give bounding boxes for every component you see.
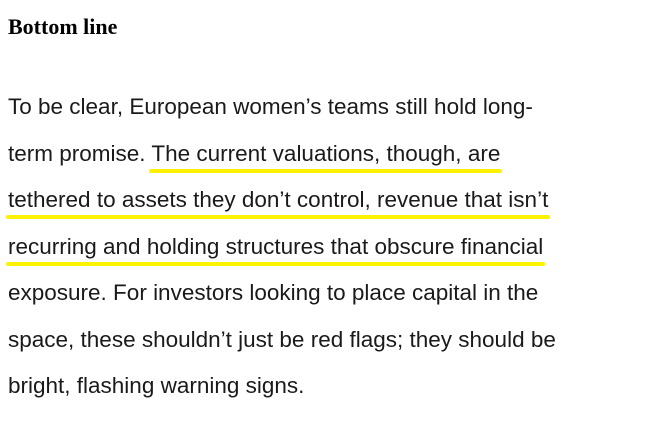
highlighted-text: tethered to assets they don’t control, r… — [8, 187, 549, 212]
highlighted-text: recurring and holding structures that ob… — [8, 233, 544, 259]
paragraph-line-2: term promise. The current valuations, th… — [8, 131, 662, 178]
paragraph-line-3: tethered to assets they don’t control, r… — [8, 177, 662, 224]
line-text: exposure. For investors looking to place… — [8, 280, 539, 305]
paragraph-line-6: space, these shouldn’t just be red flags… — [8, 317, 662, 364]
paragraph-line-1: To be clear, European women’s teams stil… — [8, 84, 662, 131]
paragraph-line-7: bright, flashing warning signs. — [8, 363, 662, 410]
body-paragraph: To be clear, European women’s teams stil… — [8, 84, 662, 410]
paragraph-line-5: exposure. For investors looking to place… — [8, 270, 662, 317]
line-text: term promise. — [8, 140, 152, 166]
line-text: To be clear, European women’s teams stil… — [8, 94, 533, 119]
paragraph-line-4: recurring and holding structures that ob… — [8, 224, 662, 271]
line-text: bright, flashing warning signs. — [8, 373, 305, 398]
line-text: space, these shouldn’t just be red flags… — [8, 326, 556, 352]
highlighted-text: The current valuations, though, are — [151, 140, 501, 166]
section-heading: Bottom line — [8, 14, 118, 39]
